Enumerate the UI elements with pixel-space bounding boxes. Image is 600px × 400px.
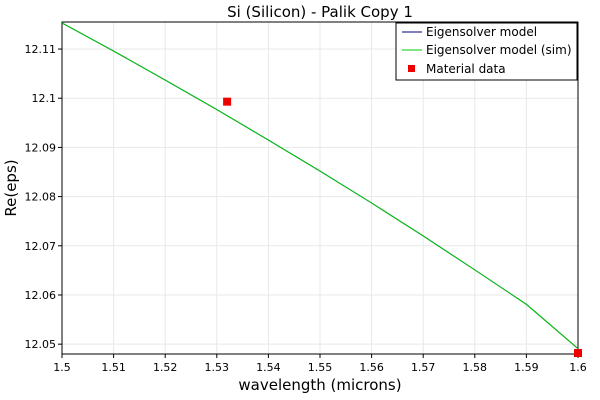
y-tick-label: 12.11: [25, 43, 57, 56]
legend: Eigensolver model Eigensolver model (sim…: [395, 22, 578, 81]
data-point-material-data: [574, 349, 582, 358]
x-tick-label: 1.51: [101, 361, 126, 374]
y-tick-label: 12.09: [25, 141, 57, 154]
x-axis-label: wavelength (microns): [238, 376, 401, 394]
x-axis-ticks: 1.5 1.51 1.52 1.53 1.54 1.55 1.56 1.57 1.58 1.59 1…: [53, 354, 587, 374]
y-axis-ticks: 12.05 12.06 12.07 12.08 12.09 12.1 12.11: [25, 43, 62, 351]
legend-label-eigensolver-model: Eigensolver model: [426, 25, 537, 39]
series-layer: [61, 22, 582, 358]
x-tick-label: 1.6: [569, 361, 587, 374]
x-tick-label: 1.56: [359, 361, 384, 374]
x-tick-label: 1.59: [514, 361, 539, 374]
x-tick-label: 1.52: [153, 361, 178, 374]
y-tick-label: 12.08: [25, 191, 57, 204]
legend-box: [395, 22, 578, 81]
y-axis-label: Re(eps): [2, 159, 20, 216]
legend-swatch-material-data: [408, 65, 415, 72]
x-tick-label: 1.57: [411, 361, 436, 374]
y-tick-label: 12.1: [32, 92, 57, 105]
data-point-material-data: [223, 97, 232, 106]
y-tick-label: 12.05: [25, 338, 57, 351]
series-line-eigensolver-model-sim: [61, 22, 579, 349]
legend-label-material-data: Material data: [426, 62, 506, 76]
x-tick-label: 1.53: [205, 361, 230, 374]
y-tick-label: 12.07: [25, 240, 57, 253]
x-tick-label: 1.55: [308, 361, 333, 374]
y-tick-label: 12.06: [25, 289, 57, 302]
x-tick-label: 1.54: [256, 361, 281, 374]
x-tick-label: 1.58: [463, 361, 488, 374]
x-tick-label: 1.5: [53, 361, 71, 374]
legend-label-eigensolver-model-sim: Eigensolver model (sim): [426, 43, 572, 57]
chart-title: Si (Silicon) - Palik Copy 1: [227, 3, 413, 21]
